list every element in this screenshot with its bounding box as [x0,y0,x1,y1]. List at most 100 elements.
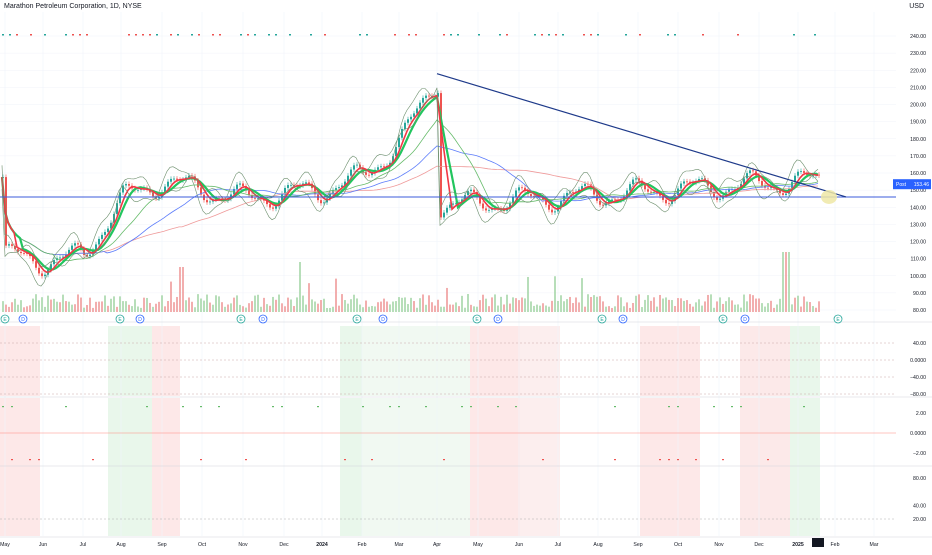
time-tick-label: Dec [279,542,289,548]
candle-body [662,195,664,200]
time-tick-label: 2024 [316,542,328,548]
volume-bar [449,304,451,312]
candle-body [53,260,55,265]
signal-dot [408,34,410,36]
candle-body [356,164,358,166]
osc2-signal-dot [677,406,679,408]
volume-bar [29,305,31,312]
volume-bar [371,305,373,312]
volume-bar [473,306,475,312]
volume-bar [80,297,82,312]
signal-dot [16,34,18,36]
volume-bar [404,297,406,312]
volume-bar [161,295,163,312]
signal-band [0,398,40,466]
volume-bar [425,304,427,312]
volume-bar [590,296,592,312]
volume-bar [218,296,220,312]
volume-bar [92,307,94,312]
time-tick-label: Aug [116,542,125,548]
volume-bar [701,305,703,312]
volume-bar [728,297,730,312]
volume-bar [350,299,352,312]
candle-body [485,208,487,211]
signal-dot [625,34,627,36]
candle-body [635,178,637,180]
volume-bar [299,262,301,312]
time-tick-label: Mar [870,542,879,548]
candle-body [173,178,175,180]
volume-bar [629,307,631,312]
candle-body [89,254,91,257]
candle-body [119,192,121,204]
signal-dot [65,34,67,36]
candle-body [101,234,103,239]
osc2-signal-dot [272,406,274,408]
volume-bar [563,301,565,312]
osc2-signal-dot [182,406,184,408]
volume-bar [431,302,433,312]
candle-body [401,128,403,138]
time-tick-label: Nov [238,542,248,548]
earnings-marker-letter: E [721,317,725,323]
candle-body [512,196,514,204]
candle-body [545,199,547,205]
chart-title: Marathon Petroleum Corporation, 1D, NYSE [4,3,142,10]
volume-bar [665,297,667,312]
volume-bar [611,307,613,312]
volume-bar [257,294,259,312]
volume-bar [329,307,331,312]
candle-body [110,222,112,229]
signal-dot [366,34,368,36]
volume-bar [368,306,370,312]
volume-bar [11,302,13,312]
signal-dot [737,34,739,36]
volume-bar [608,306,610,312]
price-tick-label: 160.00 [910,171,926,177]
signal-dot [2,34,4,36]
signal-band [470,326,520,396]
volume-bar [272,296,274,312]
volume-bar [215,295,217,312]
volume-bar [137,306,139,312]
volume-bar [296,297,298,312]
candle-body [767,187,769,189]
signal-dot [506,34,508,36]
osc2-signal-dot [11,406,13,408]
price-tick-label: 220.00 [910,68,926,74]
candle-body [629,184,631,191]
volume-bar [377,302,379,312]
volume-bar [797,295,799,312]
signal-dot [289,34,291,36]
candle-body [188,175,190,178]
osc2-signal-dot [92,459,94,461]
current-date-tab [812,538,824,547]
signal-dot [212,34,214,36]
earnings-marker [718,314,728,324]
volume-bar [557,300,559,312]
volume-bar [233,297,235,312]
volume-bar [221,302,223,312]
volume-bar [20,300,22,312]
osc2-signal-dot [425,406,427,408]
signal-band [108,398,152,466]
candle-body [728,189,730,192]
volume-bar [410,297,412,312]
volume-bar [119,296,121,312]
candle-body [344,181,346,186]
volume-bar [356,298,358,312]
volume-bar [503,304,505,312]
volume-bar [323,298,325,312]
volume-bar [59,302,61,312]
signal-dots [2,34,816,36]
osc2-signal-dot [38,459,40,461]
signal-dot [135,34,137,36]
volume-bar [740,307,742,312]
volume-bar [98,301,100,312]
signal-dot [548,34,550,36]
volume-bar [479,300,481,312]
volume-bar [14,298,16,312]
volume-bar [290,299,292,312]
